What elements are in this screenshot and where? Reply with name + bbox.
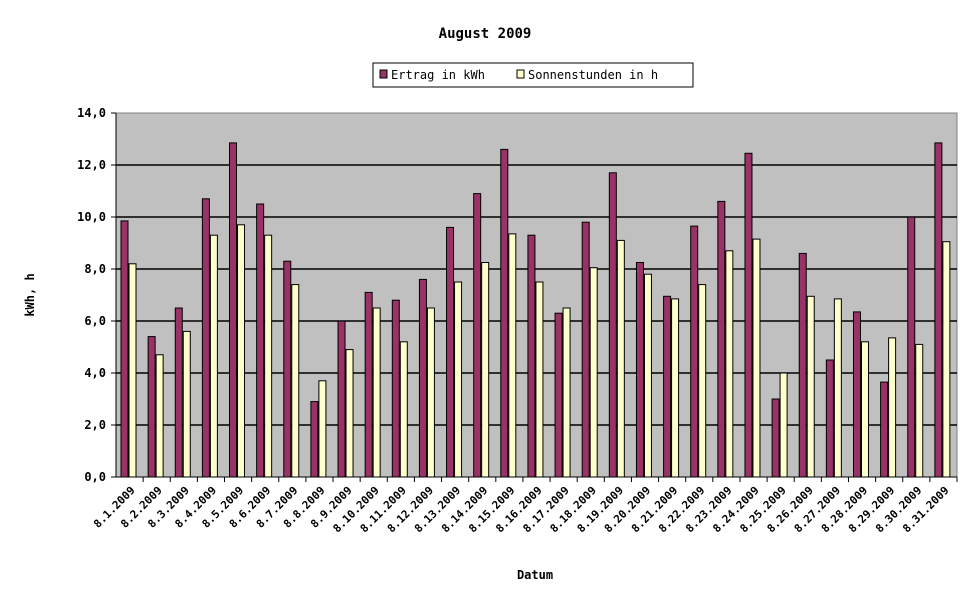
bar-ertrag-9: [337, 320, 346, 478]
bar-ertrag-3: [174, 307, 183, 478]
bar-ertrag-5: [229, 142, 238, 478]
bar-ertrag-24: [744, 152, 753, 478]
y-tick-label: 4,0: [84, 366, 106, 380]
bar-sonnenstunden-14: [481, 262, 490, 478]
bar-sonnenstunden-25: [779, 372, 788, 478]
x-axis-title: Datum: [517, 568, 553, 582]
bar-sonnenstunden-8: [318, 380, 327, 478]
bar-ertrag-16: [527, 234, 536, 478]
bar-sonnenstunden-17: [562, 307, 571, 478]
y-tick-label: 6,0: [84, 314, 106, 328]
bar-sonnenstunden-10: [372, 307, 381, 478]
legend-swatch-sonnenstunden: [516, 69, 525, 79]
bar-ertrag-29: [880, 381, 889, 478]
bar-ertrag-7: [283, 260, 292, 478]
bar-ertrag-23: [717, 200, 726, 478]
bar-sonnenstunden-16: [535, 281, 544, 478]
bar-sonnenstunden-15: [508, 233, 517, 478]
bar-sonnenstunden-23: [725, 250, 734, 478]
bar-ertrag-31: [934, 142, 943, 478]
bar-ertrag-17: [554, 312, 563, 478]
bar-ertrag-26: [798, 252, 807, 478]
bar-ertrag-10: [364, 291, 373, 478]
y-tick-label: 2,0: [84, 418, 106, 432]
bar-ertrag-6: [256, 203, 265, 478]
bar-ertrag-19: [608, 172, 617, 478]
bar-sonnenstunden-5: [237, 224, 246, 478]
bar-ertrag-15: [500, 148, 509, 478]
bar-ertrag-13: [446, 226, 455, 478]
bar-sonnenstunden-18: [589, 267, 598, 478]
bar-sonnenstunden-21: [671, 298, 680, 478]
bar-sonnenstunden-19: [616, 239, 625, 478]
bar-sonnenstunden-27: [833, 298, 842, 478]
bar-ertrag-2: [147, 336, 156, 478]
y-tick-label: 14,0: [77, 106, 106, 120]
bar-ertrag-18: [581, 221, 590, 478]
bar-ertrag-12: [418, 278, 427, 478]
bar-ertrag-20: [635, 262, 644, 478]
legend-label-ertrag: Ertrag in kWh: [391, 68, 485, 82]
bar-ertrag-11: [391, 299, 400, 478]
bar-ertrag-28: [852, 311, 861, 478]
legend: Ertrag in kWh Sonnenstunden in h: [372, 62, 694, 88]
y-tick-label: 0,0: [84, 470, 106, 484]
bar-ertrag-25: [771, 398, 780, 478]
bar-sonnenstunden-29: [888, 337, 897, 478]
bar-sonnenstunden-26: [806, 295, 815, 478]
y-tick-label: 12,0: [77, 158, 106, 172]
bar-ertrag-14: [473, 193, 482, 478]
y-tick-label: 10,0: [77, 210, 106, 224]
bar-sonnenstunden-6: [264, 234, 273, 478]
bar-sonnenstunden-30: [915, 343, 924, 478]
bar-sonnenstunden-31: [942, 241, 951, 478]
bar-sonnenstunden-24: [752, 238, 761, 478]
bar-sonnenstunden-3: [182, 330, 191, 478]
y-axis-title: kWh, h: [23, 273, 37, 316]
bar-sonnenstunden-20: [643, 273, 652, 478]
bar-ertrag-30: [907, 216, 916, 478]
legend-swatch-ertrag: [379, 69, 388, 79]
bar-sonnenstunden-12: [426, 307, 435, 478]
bar-sonnenstunden-4: [209, 234, 218, 478]
bar-sonnenstunden-22: [698, 284, 707, 478]
bar-sonnenstunden-28: [860, 341, 869, 478]
bar-ertrag-4: [201, 198, 210, 478]
chart-title: August 2009: [439, 26, 532, 42]
bar-sonnenstunden-11: [399, 341, 408, 478]
bar-sonnenstunden-1: [128, 263, 137, 478]
bar-sonnenstunden-9: [345, 349, 354, 478]
bar-sonnenstunden-2: [155, 354, 164, 478]
bar-ertrag-27: [825, 359, 834, 478]
y-tick-label: 8,0: [84, 262, 106, 276]
bar-ertrag-8: [310, 401, 319, 478]
bar-ertrag-1: [120, 220, 129, 478]
bar-sonnenstunden-13: [454, 281, 463, 478]
legend-box: [372, 62, 694, 88]
bar-ertrag-21: [663, 295, 672, 478]
legend-label-sonnenstunden: Sonnenstunden in h: [528, 68, 658, 82]
bar-sonnenstunden-7: [291, 284, 300, 478]
bar-ertrag-22: [690, 225, 699, 478]
